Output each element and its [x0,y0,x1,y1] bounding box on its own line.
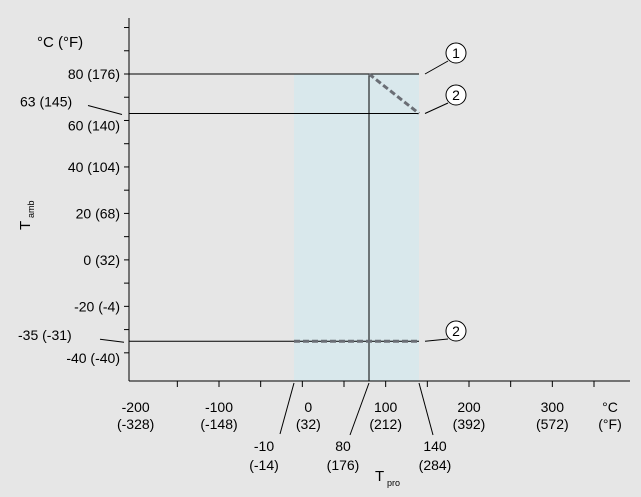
x-tick-label: 80 [335,438,351,454]
upper-limit-line [368,72,420,115]
y-tick-label: -20 (-4) [74,298,120,314]
x-tick-label: (176) [327,457,360,473]
x-tick-label: 100 [374,399,398,415]
y-special-leader [87,105,123,115]
x-tick-label: (-328) [117,416,154,432]
x-tick-label: 140 [423,438,447,454]
x-tick-leader [418,382,434,436]
x-unit-label: °C [602,399,618,415]
x-tick-label: -10 [254,438,274,454]
y-axis-title-sub: amb [26,200,36,218]
y-tick-label: 20 (68) [76,205,120,221]
x-tick-label: 0 [304,399,312,415]
x-tick-label: (32) [296,416,321,432]
y-tick-label: 0 (32) [83,252,120,268]
x-tick-label: (212) [369,416,402,432]
x-tick-label: 200 [457,399,481,415]
callout-number: 1 [452,45,460,61]
operating-region [294,74,419,381]
x-tick-label: 300 [541,399,565,415]
x-axis-title-sub: pro [387,478,400,488]
x-tick-label: (-14) [249,457,279,473]
callout-marker [445,320,467,342]
x-tick-leader [349,382,370,436]
x-tick-label: -100 [205,399,233,415]
y-tick-label: -40 (-40) [66,350,120,366]
callout-marker [445,84,467,106]
y-tick-label: 40 (104) [68,159,120,175]
x-tick-label: (572) [536,416,569,432]
y-special-label: 63 (145) [20,94,72,110]
x-tick-label: (284) [419,457,452,473]
y-special-leader [99,338,125,343]
x-unit-label: (°F) [598,416,621,432]
x-tick-label: -200 [122,399,150,415]
x-axis-title-main: T [375,468,384,485]
x-tick-label: (-148) [200,416,237,432]
x-tick-label: (392) [453,416,486,432]
y-tick-label: 60 (140) [68,117,120,133]
callout-marker [445,42,467,64]
callout-number: 2 [452,87,460,103]
y-tick-label: 80 (176) [68,66,120,82]
y-unit-label: °C (°F) [37,34,83,51]
callout-leader [424,60,449,75]
y-special-label: -35 (-31) [18,327,72,343]
callout-leader [424,102,449,114]
x-tick-leader [279,382,295,435]
y-axis-title-main: T [17,221,34,230]
callout-number: 2 [452,323,460,339]
callout-leader [424,338,449,342]
